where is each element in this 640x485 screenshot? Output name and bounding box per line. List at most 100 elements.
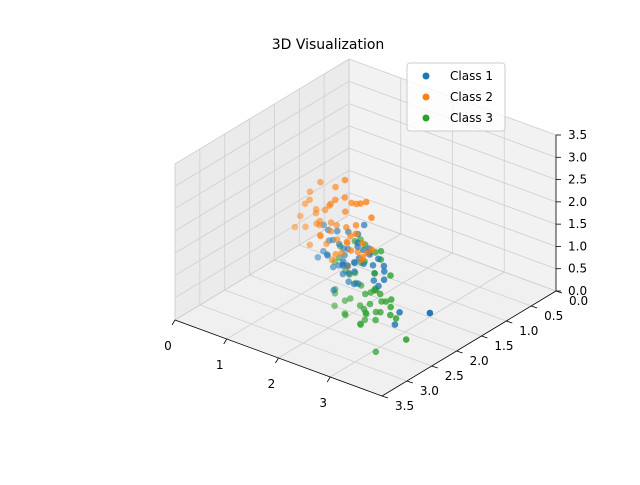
point-series-2-43 [316, 231, 324, 239]
point-series-1-49 [314, 253, 322, 261]
point-series-3-12 [357, 320, 364, 328]
z-tick-label-0: 0.0 [568, 284, 587, 298]
point-series-1-27 [375, 282, 382, 290]
point-series-3-46 [377, 247, 385, 255]
point-series-2-3 [327, 219, 335, 226]
point-series-2-40 [354, 248, 362, 256]
legend: Class 1 Class 2 Class 3 [406, 62, 506, 132]
x-tick-mark-1 [223, 338, 228, 345]
point-series-2-31 [333, 222, 341, 229]
y-tick-label-5: 2.5 [445, 369, 464, 383]
legend-marker-class-1 [422, 72, 430, 80]
point-series-2-22 [341, 194, 349, 201]
point-series-3-19 [387, 311, 394, 319]
point-series-2-36 [327, 227, 335, 235]
point-series-1-19 [345, 269, 353, 277]
point-series-2-34 [291, 223, 299, 231]
point-series-2-47 [352, 222, 360, 229]
z-tick-label-3: 1.5 [568, 217, 587, 231]
point-series-2-0 [321, 206, 329, 214]
point-series-2-32 [332, 196, 339, 204]
grid-z-side-1 [174, 192, 350, 299]
point-series-2-26 [306, 196, 313, 204]
point-series-3-8 [366, 300, 374, 308]
y-tick-label-3: 1.5 [494, 339, 513, 353]
point-series-2-6 [301, 200, 309, 207]
point-series-3-49 [372, 348, 380, 356]
point-series-2-16 [306, 241, 314, 249]
tick-labels: 0 1 2 3 0.0 0.5 1.0 1.5 2.0 2.5 3.0 3.5 0.0 0.5 1.0 1.5… [164, 128, 588, 413]
y-tick-label-1: 0.5 [544, 309, 563, 323]
axis-lines [171, 134, 563, 399]
point-series-2-27 [358, 256, 366, 264]
point-series-3-14 [387, 303, 395, 311]
point-series-3-48 [370, 287, 378, 294]
point-series-2-21 [312, 209, 320, 217]
x-tick-mark-3 [326, 376, 331, 383]
point-series-3-34 [331, 302, 338, 310]
grid-y-floor-6 [199, 304, 407, 382]
grid-z-back-2 [348, 170, 557, 247]
point-series-2-25 [362, 198, 370, 206]
point-series-3-43 [360, 305, 368, 313]
point-series-3-39 [377, 308, 384, 316]
point-series-2-14 [363, 249, 371, 257]
point-series-1-12 [375, 255, 382, 263]
z-tick-label-5: 2.5 [568, 173, 587, 187]
point-series-3-4 [376, 290, 384, 298]
y-tick-mark-1 [531, 305, 538, 309]
z-tick-label-2: 1.0 [568, 239, 587, 253]
point-series-1-34 [339, 270, 347, 278]
point-series-2-7 [352, 230, 360, 238]
grid-x-floor-3 [330, 271, 505, 378]
y-tick-mark-4 [456, 350, 463, 354]
point-series-2-9 [332, 183, 339, 191]
point-series-1-44 [330, 286, 337, 294]
point-series-1-2 [380, 262, 388, 270]
y-tick-mark-2 [506, 320, 513, 324]
point-series-2-30 [332, 251, 340, 258]
point-series-3-21 [347, 295, 354, 302]
grid-z-side-3 [174, 147, 350, 254]
point-series-2-48 [302, 223, 309, 231]
point-series-2-13 [297, 212, 304, 220]
legend-marker-class-2 [422, 93, 430, 101]
x-tick-label-0: 0 [164, 339, 172, 353]
grid-y-floor-3 [274, 259, 482, 337]
grid-x-floor-2 [278, 252, 453, 359]
z-tick-label-6: 3.0 [568, 150, 587, 164]
point-series-2-23 [359, 240, 366, 247]
point-series-2-38 [306, 188, 314, 195]
legend-label-class-1: Class 1 [450, 69, 493, 83]
grid-z-side-2 [174, 170, 350, 276]
grid-y-floor-5 [224, 289, 432, 367]
grid-z-back-4 [348, 125, 557, 203]
point-series-3-7 [382, 298, 390, 305]
point-series-2-4 [342, 208, 349, 215]
point-series-2-39 [343, 224, 350, 231]
grid-z-side-6 [174, 80, 350, 187]
point-series-3-29 [361, 316, 369, 324]
y-tick-label-7: 3.5 [395, 399, 414, 413]
x-tick-label-2: 2 [268, 377, 276, 391]
grid-z-side-4 [174, 125, 350, 232]
legend-frame [406, 62, 506, 132]
point-series-1-48 [329, 263, 337, 271]
point-series-1-15 [334, 227, 341, 235]
grid-z-back-0 [348, 214, 557, 292]
grid-z-side-5 [174, 103, 350, 209]
grid-z-back-5 [348, 103, 557, 180]
point-series-2-20 [338, 249, 345, 257]
point-series-2-49 [328, 256, 336, 264]
point-series-2-18 [333, 236, 341, 243]
z-tick-label-1: 0.5 [568, 262, 587, 276]
grid-z-back-3 [348, 147, 557, 225]
y-tick-mark-7 [381, 395, 389, 399]
grid-z-side-7 [174, 58, 350, 165]
point-series-2-15 [357, 200, 364, 207]
x-tick-label-1: 1 [216, 358, 224, 372]
data-points [291, 176, 434, 356]
point-series-2-19 [317, 178, 324, 186]
point-series-1-30 [323, 251, 331, 258]
